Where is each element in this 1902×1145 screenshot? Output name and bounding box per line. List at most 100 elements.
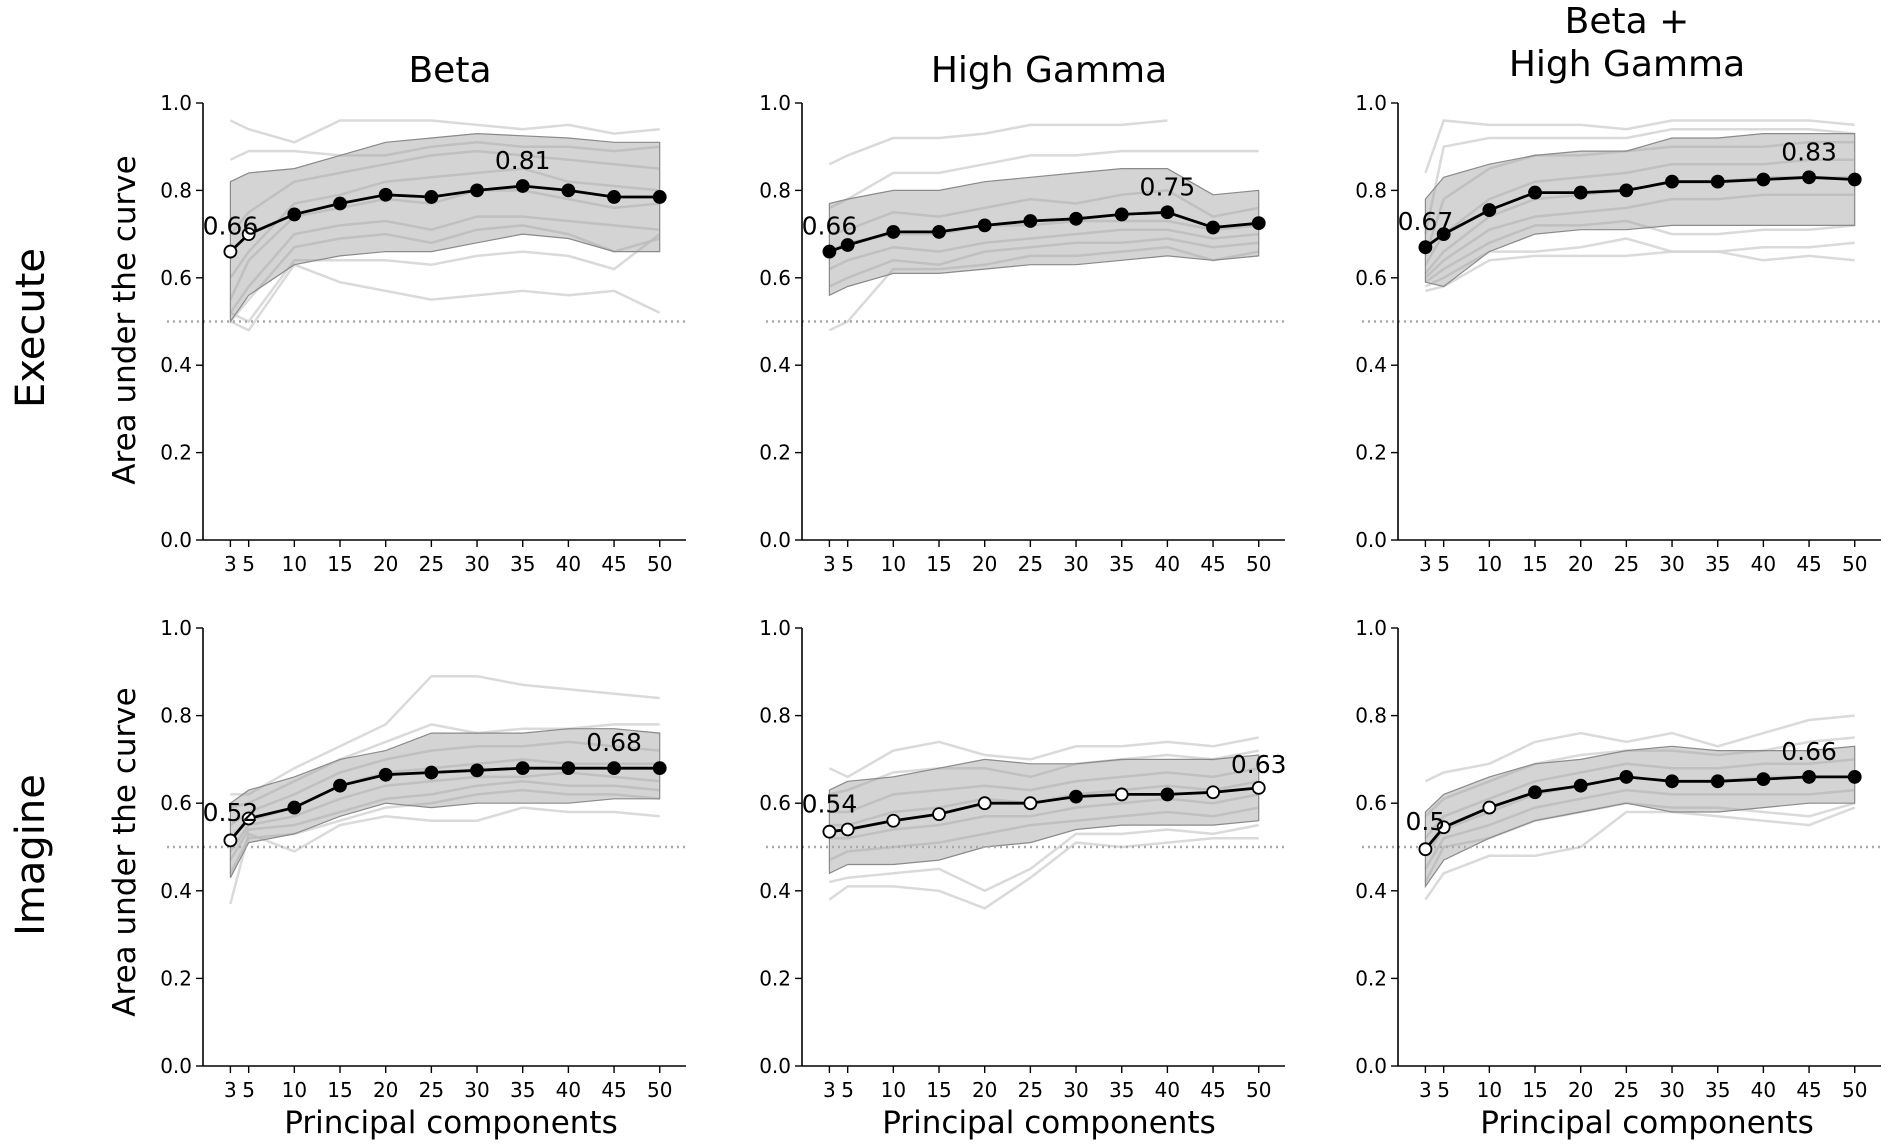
x-tick-label: 50 — [1246, 1078, 1271, 1102]
x-tick-label: 30 — [464, 1078, 489, 1102]
x-tick-label: 3 — [1419, 1078, 1432, 1102]
x-tick-label: 15 — [327, 552, 352, 576]
y-tick-label: 0.0 — [160, 528, 192, 552]
mean-point-significant — [1847, 770, 1862, 784]
value-annotation: 0.66 — [1781, 737, 1837, 766]
y-tick-label: 0.6 — [160, 266, 192, 290]
x-tick-label: 10 — [1477, 1078, 1502, 1102]
mean-point-significant — [1069, 789, 1083, 804]
xlabel-col2: Principal components — [882, 1105, 1215, 1141]
confidence-band — [828, 168, 1260, 297]
x-tick-label: 25 — [1018, 1078, 1043, 1102]
x-tick-label: 50 — [1246, 552, 1271, 576]
mean-point-significant — [470, 183, 484, 198]
mean-point-significant — [378, 187, 393, 202]
mean-point-significant — [287, 800, 302, 815]
mean-point-significant — [840, 238, 855, 252]
mean-point-significant — [1710, 174, 1725, 189]
subject-line — [229, 771, 660, 853]
mean-point-significant — [561, 183, 576, 198]
x-tick-label: 3 — [823, 552, 836, 576]
subject-line — [1424, 788, 1855, 870]
y-tick-label: 0.6 — [160, 791, 192, 815]
x-tick-label: 20 — [972, 552, 997, 576]
x-tick-label: 35 — [510, 1078, 535, 1102]
mean-point-significant — [424, 190, 439, 204]
x-tick-label: 3 — [224, 1078, 237, 1102]
mean-point-significant — [1528, 185, 1542, 200]
mean-point-significant — [652, 761, 667, 776]
subject-line — [1424, 714, 1855, 783]
confidence-band — [229, 132, 661, 324]
y-tick-label: 0.0 — [1355, 528, 1387, 552]
x-tick-label: 5 — [1437, 1078, 1450, 1102]
mean-point-nonsignificant — [1251, 780, 1266, 795]
y-tick-label: 0.8 — [1355, 704, 1387, 728]
subject-line — [230, 674, 660, 796]
x-tick-label: 15 — [926, 552, 951, 576]
mean-point-nonsignificant — [1436, 820, 1451, 835]
mean-point-nonsignificant — [886, 813, 901, 828]
confidence-band — [229, 728, 661, 878]
x-tick-label: 30 — [1659, 1078, 1684, 1102]
xlabel-col1: Principal components — [284, 1105, 617, 1141]
x-tick-label: 35 — [1705, 552, 1730, 576]
x-tick-label: 40 — [1155, 552, 1180, 576]
subject-line — [829, 766, 1259, 814]
x-tick-label: 35 — [1705, 1078, 1730, 1102]
x-tick-label: 40 — [556, 1078, 581, 1102]
panel-execute-beta: 0.0 0.2 0.4 0.6 0.8 1.0 3 5 10 15 20 25 30 35 40 45 50 0.… — [160, 91, 686, 576]
y-tick-label: 0.6 — [1355, 791, 1387, 815]
x-tick-label: 25 — [1018, 552, 1043, 576]
value-annotation: 0.68 — [586, 728, 642, 757]
x-tick-label: 20 — [373, 1078, 398, 1102]
subject-line — [1424, 119, 1855, 174]
subject-line — [229, 788, 660, 874]
mean-point-significant — [1847, 172, 1862, 187]
subject-line — [229, 263, 661, 332]
ylabel-row2: Area under the curve — [107, 687, 143, 1016]
x-tick-label: 20 — [972, 1078, 997, 1102]
panel-imagine-beta-high-gamma: 0.0 0.2 0.4 0.6 0.8 1.0 3 5 10 15 20 25 30 35 40 45 50 0.… — [1355, 616, 1881, 1102]
mean-point-significant — [1069, 211, 1083, 226]
mean-point-significant — [1710, 774, 1725, 789]
y-tick-label: 1.0 — [759, 91, 791, 115]
value-annotation: 0.66 — [203, 212, 259, 241]
y-tick-label: 0.8 — [160, 178, 192, 202]
y-tick-label: 0.0 — [759, 1054, 791, 1078]
mean-point-nonsignificant — [822, 824, 837, 839]
mean-point-significant — [1573, 778, 1588, 793]
y-tick-label: 0.8 — [759, 178, 791, 202]
y-tick-label: 0.0 — [759, 528, 791, 552]
value-annotation: 0.75 — [1140, 172, 1196, 201]
subject-line — [829, 189, 1259, 236]
mean-point-significant — [1665, 174, 1679, 189]
y-tick-label: 1.0 — [759, 616, 791, 640]
col-title-combined-line1: Beta + — [1565, 1, 1690, 42]
x-tick-label: 3 — [224, 552, 237, 576]
x-tick-label: 5 — [242, 1078, 255, 1102]
mean-point-significant — [1619, 183, 1634, 198]
subject-line — [829, 793, 1259, 840]
x-tick-label: 15 — [1522, 1078, 1547, 1102]
x-tick-label: 5 — [841, 552, 854, 576]
mean-point-nonsignificant — [241, 227, 256, 242]
x-tick-label: 30 — [464, 552, 489, 576]
mean-point-significant — [1114, 207, 1129, 222]
subject-line — [1424, 158, 1855, 266]
mean-point-nonsignificant — [1482, 800, 1497, 815]
y-tick-label: 0.4 — [160, 353, 192, 377]
mean-point-significant — [822, 244, 837, 259]
mean-point-significant — [1528, 785, 1542, 800]
mean-point-significant — [1619, 770, 1634, 784]
x-tick-label: 45 — [601, 1078, 626, 1102]
subject-line — [1424, 806, 1856, 901]
mean-point-significant — [424, 765, 439, 780]
subject-line — [828, 245, 1259, 332]
mean-point-significant — [378, 767, 393, 782]
col-title-beta: Beta — [408, 50, 491, 91]
x-tick-label: 5 — [242, 552, 255, 576]
x-tick-label: 35 — [510, 552, 535, 576]
x-tick-label: 20 — [373, 552, 398, 576]
